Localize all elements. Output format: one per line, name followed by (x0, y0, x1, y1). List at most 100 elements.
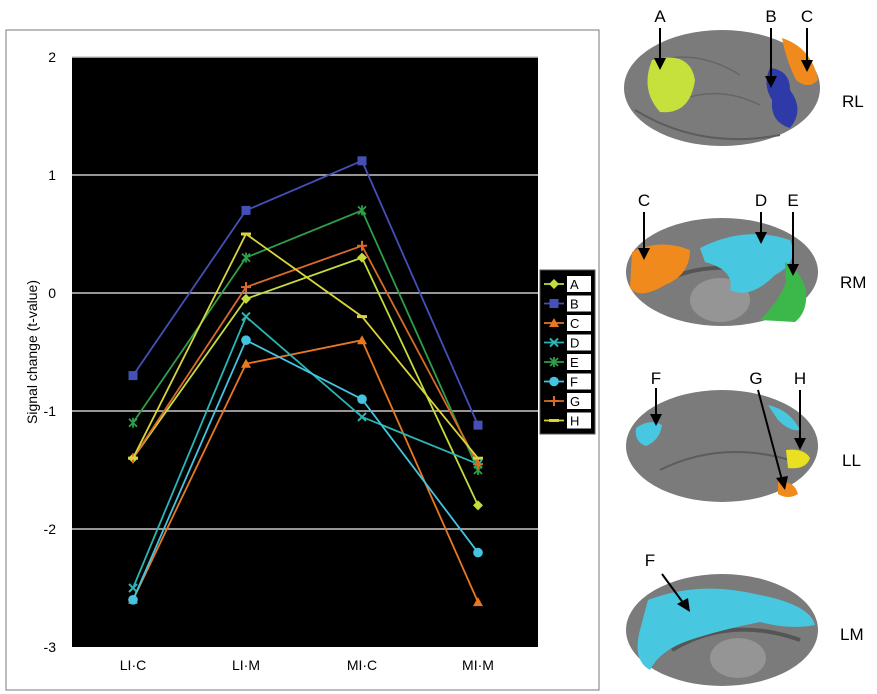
y-tick-labels: 2 1 0 -1 -2 -3 (44, 49, 57, 655)
region-d-rm (700, 234, 793, 293)
arrowhead-e-rm (787, 264, 799, 276)
label-e-rm: E (787, 191, 798, 210)
data-point-a (241, 293, 251, 304)
data-point-g (241, 282, 251, 293)
brain-lm-thalamus (710, 638, 766, 678)
region-c-rl (782, 38, 818, 85)
data-point-d (241, 311, 251, 322)
legend-label-bg (567, 354, 591, 370)
legend-label-bg (567, 373, 591, 390)
data-point-a (357, 252, 367, 263)
data-point-c (473, 597, 483, 607)
y-tick-label: 1 (48, 167, 56, 183)
arrowhead-c-rl (801, 60, 813, 72)
y-tick-label: -3 (44, 639, 57, 655)
data-point-h (128, 456, 138, 460)
y-tick-label: 0 (48, 285, 56, 301)
data-point-h (473, 456, 483, 460)
label-f-ll: F (651, 369, 661, 388)
series-f (128, 335, 483, 605)
series-line-e (132, 209, 479, 471)
arrow-f-lm (661, 573, 685, 605)
series-line-b (132, 159, 479, 426)
legend-marker-f (549, 376, 559, 387)
brain-panels: A B C RL C D E RM (624, 7, 866, 686)
region-f2-ll (768, 405, 800, 431)
data-point-d (128, 583, 138, 593)
legend-label-bg (567, 315, 591, 331)
data-point-d (357, 412, 367, 422)
data-point-f (241, 335, 251, 346)
label-a-rl: A (654, 7, 666, 26)
x-tick-labels: LI·C LI·M MI·C MI·M (120, 657, 494, 673)
legend-label-c: C (570, 316, 579, 331)
legend-label-bg (567, 276, 591, 292)
legend-label-a: A (570, 277, 579, 292)
view-label-rm: RM (840, 273, 866, 292)
data-point-b (357, 156, 367, 166)
legend-label-d: D (570, 336, 579, 351)
data-point-e (241, 252, 251, 263)
brain-panel-lm: F LM (626, 551, 864, 686)
label-c-rl: C (801, 7, 813, 26)
label-b-rl: B (765, 7, 776, 26)
series-b (128, 156, 483, 430)
data-point-f (128, 595, 138, 605)
data-point-h (357, 315, 367, 319)
arrow-g-ll (757, 389, 783, 481)
legend-marker-a (549, 279, 559, 289)
data-point-g (473, 459, 483, 470)
series-layer (128, 156, 483, 607)
data-point-c (241, 358, 251, 368)
data-point-e (357, 205, 367, 216)
y-tick-label: -1 (44, 403, 57, 419)
y-tick-label: 2 (48, 49, 56, 65)
legend-label-g: G (570, 394, 580, 409)
legend-marker-b (549, 299, 559, 308)
brain-ll-shape (626, 390, 818, 502)
legend-label-e: E (570, 355, 579, 370)
series-line-a (132, 256, 479, 506)
data-point-b (241, 205, 251, 215)
view-label-ll: LL (842, 451, 861, 470)
x-tick-label: MI·C (347, 657, 377, 673)
region-e-rm (760, 262, 807, 322)
x-tick-label: MI·M (462, 657, 494, 673)
arrowhead-b-rl (765, 76, 777, 88)
region-a-rl (647, 57, 695, 113)
legend-label-b: B (570, 297, 579, 312)
legend-label-h: H (570, 414, 579, 429)
legend-label-f: F (570, 375, 578, 390)
data-point-a (473, 500, 483, 511)
series-line-f (132, 338, 479, 601)
brain-rl-sulcus (634, 109, 781, 141)
series-line-g (132, 244, 479, 465)
legend-label-bg (567, 412, 591, 429)
label-d-rm: D (755, 191, 767, 210)
legend-label-bg (567, 334, 591, 351)
x-tick-label: LI·M (232, 657, 260, 673)
legend-marker-d (549, 337, 559, 348)
data-point-f (357, 394, 367, 405)
legend-label-bg (567, 295, 591, 312)
arrowhead-g-ll (776, 476, 788, 490)
data-point-h (241, 232, 251, 236)
arrowhead-f-ll (650, 414, 662, 426)
data-point-b (473, 420, 483, 430)
legend-label-bg (567, 393, 591, 409)
series-line-d (132, 315, 479, 589)
legend-marker-e (549, 357, 559, 367)
brain-lm-callosum (670, 627, 801, 652)
brain-panel-rl: A B C RL (624, 7, 864, 146)
x-tick-label: LI·C (120, 657, 146, 673)
region-f-ll (635, 422, 662, 446)
legend-marker-c (549, 318, 559, 327)
data-point-c (357, 335, 367, 345)
region-f-lm (637, 588, 815, 670)
series-h (128, 232, 483, 460)
arrowhead-c-rm (638, 248, 650, 260)
label-c-rm: C (638, 191, 650, 210)
label-g-ll: G (749, 369, 762, 388)
view-label-lm: LM (840, 625, 864, 644)
